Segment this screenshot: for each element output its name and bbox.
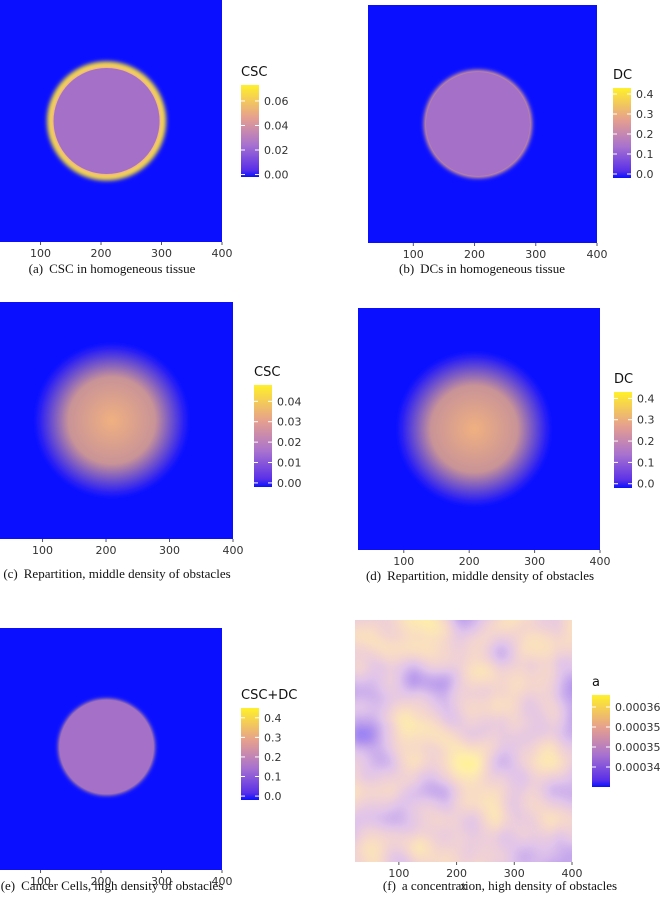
colorbar-tick-label: 0.1: [264, 771, 282, 784]
colorbar-title: CSC: [254, 365, 280, 380]
colorbar-tick-label: 0.2: [636, 128, 654, 141]
colorbar-title: DC: [614, 372, 633, 387]
x-tick-label: 400: [590, 555, 611, 568]
caption-text: Repartition, middle density of obstacles: [387, 568, 594, 583]
pattern: [425, 72, 530, 176]
colorbar-tick-label: 0.3: [636, 108, 654, 121]
x-tick-label: 100: [30, 247, 51, 260]
colorbar: [241, 708, 259, 800]
caption-label: (a): [29, 261, 43, 276]
x-tick-label: 200: [91, 875, 112, 888]
caption: (c) Repartition, middle density of obstac…: [3, 566, 230, 581]
colorbar-tick-label: 0.2: [264, 751, 282, 764]
x-tick-label: 400: [562, 867, 583, 880]
colorbar: [613, 88, 631, 178]
x-tick-label: 300: [524, 555, 545, 568]
x-tick-label: 400: [223, 544, 244, 557]
x-tick-label: 100: [30, 875, 51, 888]
x-tick-label: 100: [403, 248, 424, 261]
colorbar-tick-label: 0.000360: [615, 701, 660, 714]
caption-label: (c): [3, 566, 17, 581]
x-tick-label: 300: [504, 867, 525, 880]
caption-text: a concentration, high density of obstacl…: [402, 878, 617, 893]
caption-text: CSC in homogeneous tissue: [49, 261, 195, 276]
colorbar-tick-label: 0.04: [264, 119, 289, 132]
pattern: [39, 348, 184, 493]
colorbar-tick-label: 0.000355: [615, 721, 660, 734]
caption-label: (e): [1, 878, 15, 893]
caption-text: Repartition, middle density of obstacles: [24, 566, 231, 581]
pattern: [59, 700, 154, 794]
x-tick-label: 100: [393, 555, 414, 568]
x-tick-label: 200: [96, 544, 117, 557]
colorbar-title: CSC+DC: [241, 688, 297, 703]
colorbar-tick-label: 0.0: [637, 478, 655, 491]
colorbar-title: a: [592, 675, 600, 690]
caption-label: (f): [383, 878, 396, 893]
colorbar-tick-label: 0.0: [636, 168, 654, 181]
colorbar-tick-label: 0.1: [636, 148, 654, 161]
colorbar: [592, 695, 610, 787]
x-tick-label: 200: [464, 248, 485, 261]
colorbar-tick-label: 0.000345: [615, 761, 660, 774]
colorbar-tick-label: 0.00: [264, 169, 289, 182]
x-tick-label: 400: [212, 247, 233, 260]
caption: (e) Cancer Cells, high density of obstacl…: [1, 878, 224, 893]
x-tick-label: 200: [91, 247, 112, 260]
caption: (f) a concentration, high density of obst…: [383, 878, 617, 893]
colorbar: [254, 385, 272, 487]
panel: 100 200 300 400 DC 0.0 0.1 0.2 0.3 0.4 (d) Repartit…: [358, 308, 655, 583]
caption-label: (b): [399, 261, 414, 276]
colorbar-tick-label: 0.2: [637, 435, 655, 448]
caption-text: Cancer Cells, high density of obstacles: [21, 878, 223, 893]
x-axis-label: x: [460, 880, 467, 893]
colorbar-tick-label: 0.06: [264, 95, 289, 108]
colorbar-tick-label: 0.3: [264, 731, 282, 744]
x-tick-label: 300: [151, 875, 172, 888]
colorbar-title: CSC: [241, 65, 267, 80]
colorbar-tick-label: 0.02: [277, 436, 302, 449]
x-tick-label: 100: [388, 867, 409, 880]
x-tick-label: 200: [459, 555, 480, 568]
colorbar-tick-label: 0.4: [264, 712, 282, 725]
colorbar-tick-label: 0.03: [277, 416, 302, 429]
colorbar: [614, 392, 632, 488]
colorbar: [241, 85, 259, 177]
colorbar-tick-label: 0.3: [637, 414, 655, 427]
colorbar-tick-label: 0.4: [636, 88, 654, 101]
x-tick-label: 100: [32, 544, 53, 557]
x-tick-label: 400: [587, 248, 608, 261]
caption-label: (d): [366, 568, 381, 583]
x-tick-label: 300: [159, 544, 180, 557]
x-tick-label: 300: [151, 247, 172, 260]
panel: 100 200 300 400 CSC+DC 0.0 0.1 0.2 0.3 0.4 (e) Canc…: [0, 628, 297, 893]
panel: 100 200 300 400 CSC 0.00 0.02 0.04 0.06 (a) CSC in…: [0, 0, 289, 276]
caption: (b) DCs in homogeneous tissue: [399, 261, 565, 276]
x-tick-label: 200: [446, 867, 467, 880]
colorbar-tick-label: 0.01: [277, 457, 302, 470]
colorbar-tick-label: 0.0: [264, 790, 282, 803]
colorbar-tick-label: 0.4: [637, 392, 655, 405]
heatmap: [355, 620, 572, 862]
caption: (d) Repartition, middle density of obstac…: [366, 568, 594, 583]
caption: (a) CSC in homogeneous tissue: [29, 261, 196, 276]
pattern: [53, 68, 160, 174]
colorbar-title: DC: [613, 68, 632, 83]
pattern: [402, 357, 547, 501]
colorbar-tick-label: 0.02: [264, 144, 289, 157]
x-tick-label: 300: [525, 248, 546, 261]
panel: 100 200 300 400 DC 0.0 0.1 0.2 0.3 0.4 (b) DCs in h…: [368, 5, 654, 276]
colorbar-tick-label: 0.00: [277, 477, 302, 490]
panel: 100 200 300 400 CSC 0.00 0.01 0.02 0.03 0.04 (c) Re…: [0, 302, 302, 581]
colorbar-tick-label: 0.1: [637, 456, 655, 469]
x-tick-label: 400: [212, 875, 233, 888]
caption-text: DCs in homogeneous tissue: [420, 261, 565, 276]
colorbar-tick-label: 0.04: [277, 395, 302, 408]
